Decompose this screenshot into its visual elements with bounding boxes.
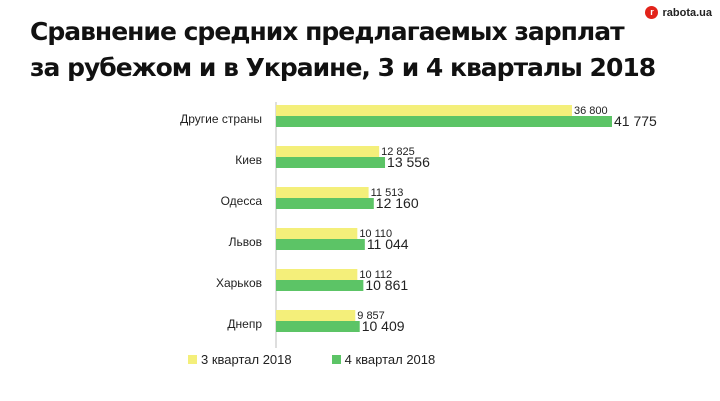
category-label-4: Харьков	[216, 276, 262, 290]
data-label-q3-5: 9 857	[357, 310, 385, 322]
data-label-q3-3: 10 110	[359, 228, 392, 240]
legend-label-q3: 3 квартал 2018	[201, 352, 292, 367]
bar-q3-5	[276, 310, 356, 321]
bar-q4-0	[276, 116, 612, 127]
chart-title-line-1: Сравнение средних предлагаемых зарплат	[30, 17, 625, 46]
category-label-2: Одесса	[221, 194, 263, 208]
data-label-q3-2: 11 513	[371, 187, 404, 199]
data-label-q3-4: 10 112	[359, 269, 392, 281]
chart-legend: 3 квартал 2018 4 квартал 2018	[188, 352, 435, 367]
data-label-q4-2: 12 160	[376, 195, 419, 211]
brand-logo: r rabota.ua	[645, 6, 712, 19]
legend-swatch-q3	[188, 355, 197, 364]
bar-q3-4	[276, 269, 358, 280]
bar-q3-1	[276, 146, 380, 157]
chart-title-line-2: за рубежом и в Украине, 3 и 4 кварталы 2…	[30, 53, 656, 82]
bar-q3-3	[276, 228, 358, 239]
category-label-1: Киев	[235, 153, 262, 167]
brand-name: rabota.ua	[662, 6, 712, 19]
data-label-q4-5: 10 409	[362, 318, 405, 334]
legend-item-q3: 3 квартал 2018	[188, 352, 292, 367]
data-label-q4-1: 13 556	[387, 154, 430, 170]
legend-item-q4: 4 квартал 2018	[331, 352, 436, 367]
category-label-0: Другие страны	[180, 112, 262, 126]
data-label-q4-3: 11 044	[367, 236, 409, 252]
data-label-q4-0: 41 775	[614, 113, 657, 129]
bar-q3-0	[276, 105, 572, 116]
chart-title: Сравнение средних предлагаемых зарплат з…	[30, 14, 670, 86]
bar-q4-3	[276, 239, 365, 250]
bar-q4-4	[276, 280, 364, 291]
data-label-q3-0: 36 800	[574, 105, 608, 117]
category-label-3: Львов	[229, 235, 262, 249]
bar-q4-1	[276, 157, 386, 168]
logo-icon: r	[645, 6, 659, 19]
legend-swatch-q4	[331, 355, 341, 364]
category-label-5: Днепр	[227, 317, 262, 331]
data-label-q3-1: 12 825	[381, 146, 415, 158]
bar-q4-2	[276, 198, 374, 209]
data-label-q4-4: 10 861	[365, 277, 408, 293]
bar-q3-2	[276, 187, 369, 198]
legend-label-q4: 4 квартал 2018	[344, 352, 436, 367]
bar-q4-5	[276, 321, 360, 332]
